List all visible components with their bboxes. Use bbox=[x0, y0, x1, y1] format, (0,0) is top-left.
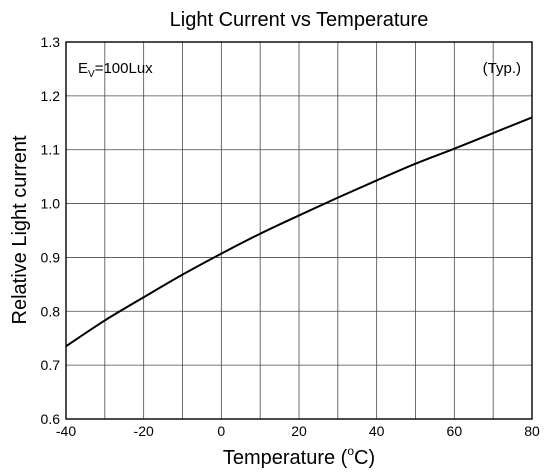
y-tick-label: 1.3 bbox=[41, 34, 61, 50]
y-tick-label: 0.7 bbox=[41, 357, 61, 373]
x-tick-label: -20 bbox=[134, 423, 154, 439]
x-axis-label-main: Temperature ( bbox=[223, 447, 348, 469]
typ-annotation: (Typ.) bbox=[483, 60, 521, 77]
y-axis-label: Relative Light current bbox=[9, 135, 31, 324]
condition-value: =100Lux bbox=[95, 60, 153, 77]
x-tick-label: -40 bbox=[56, 423, 76, 439]
y-tick-label: 1.1 bbox=[41, 142, 61, 158]
x-axis-label-degree: o bbox=[347, 444, 354, 458]
chart-title: Light Current vs Temperature bbox=[170, 9, 429, 31]
x-tick-label: 80 bbox=[524, 423, 540, 439]
x-axis-label: Temperature (oC) bbox=[223, 444, 375, 469]
x-axis-label-unit: C) bbox=[354, 447, 375, 469]
plot-area bbox=[65, 116, 533, 348]
x-tick-label: 20 bbox=[291, 423, 307, 439]
y-tick-label: 1.2 bbox=[41, 88, 61, 104]
tick-labels: -40 -20 0 20 40 60 80 0.6 0.7 0.8 0.9 1.0 1.1 1.2 1.3 bbox=[41, 34, 540, 439]
grid-lines bbox=[66, 42, 532, 419]
x-tick-label: 40 bbox=[369, 423, 385, 439]
x-tick-label: 0 bbox=[217, 423, 225, 439]
condition-annotation: EV=100Lux bbox=[78, 60, 153, 80]
y-tick-label: 0.8 bbox=[41, 303, 61, 319]
plot-frame bbox=[65, 41, 533, 420]
condition-subscript: V bbox=[88, 69, 95, 80]
y-tick-label: 1.0 bbox=[41, 196, 61, 212]
x-tick-label: 60 bbox=[447, 423, 463, 439]
series-line bbox=[65, 116, 533, 348]
y-tick-label: 0.6 bbox=[41, 411, 61, 427]
y-tick-label: 0.9 bbox=[41, 249, 61, 265]
condition-symbol: E bbox=[78, 60, 88, 77]
